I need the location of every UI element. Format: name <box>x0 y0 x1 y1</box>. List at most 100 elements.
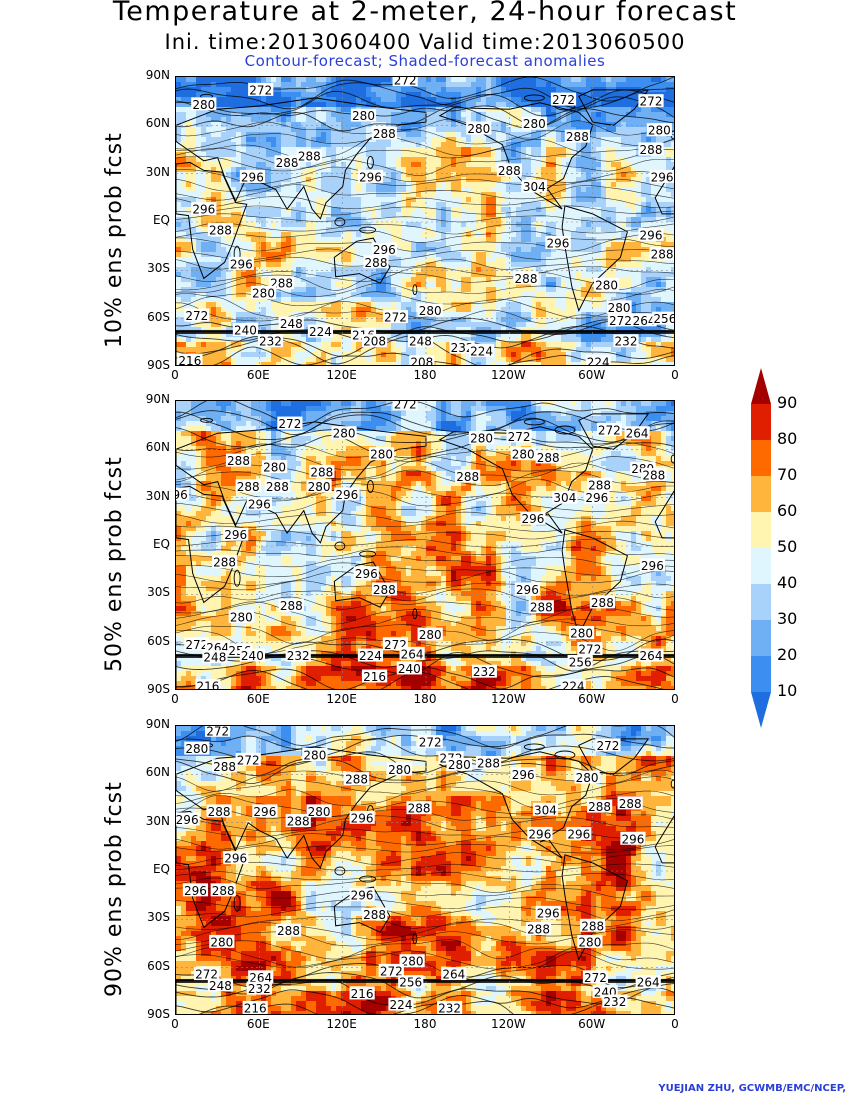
contour-label: 296 <box>639 558 665 573</box>
map-panel: 2722802722802882802802722722642882802882… <box>175 76 675 366</box>
contour-label: 280 <box>521 116 547 131</box>
colorbar-tick-label: 80 <box>777 429 798 448</box>
contour-label: 296 <box>246 497 272 512</box>
lon-tick-label: 0 <box>171 692 179 706</box>
contour-label: 272 <box>205 726 231 738</box>
lon-tick-label: 180 <box>413 1017 437 1031</box>
lon-tick-label: 60W <box>578 1017 606 1031</box>
contour-label: 288 <box>309 464 335 479</box>
credit-text: YUEJIAN ZHU, GCWMB/EMC/NCEP, <box>658 1083 846 1094</box>
contour-label: 296 <box>584 490 610 505</box>
contour-label: 280 <box>331 426 357 441</box>
contour-label: 288 <box>455 469 481 484</box>
contour-label: 288 <box>274 155 300 170</box>
contour-label: 280 <box>184 741 210 756</box>
lon-tick-label: 120E <box>326 692 357 706</box>
contour-label: 288 <box>296 148 322 163</box>
contour-label: 272 <box>550 92 577 107</box>
contour-label: 264 <box>248 970 274 985</box>
contour-label: 296 <box>239 169 265 184</box>
colorbar-scale <box>751 368 771 728</box>
contour-label: 296 <box>638 227 664 242</box>
contour-label: 272 <box>184 308 210 323</box>
lat-tick-label: 90S <box>147 682 170 696</box>
panel-label: 50% ens prob fcst <box>102 456 127 672</box>
contour-label: 280 <box>646 123 672 138</box>
contour-label: 216 <box>349 986 375 1001</box>
contour-label: 288 <box>580 918 606 933</box>
contour-label: 288 <box>371 126 397 141</box>
contour-label: 296 <box>620 831 646 846</box>
contour-label: 224 <box>585 355 611 365</box>
lon-tick-label: 120E <box>326 1017 357 1031</box>
contour-label: 264 <box>631 313 657 328</box>
contour-label: 288 <box>206 804 232 819</box>
contour-label: 224 <box>468 343 495 358</box>
colorbar-segment <box>751 584 771 620</box>
contour-label: 232 <box>613 334 639 349</box>
contour-label: 296 <box>349 810 375 825</box>
lat-lon-grid <box>176 77 674 365</box>
contour-label: 296 <box>514 582 540 597</box>
contour-label: 288 <box>285 814 311 829</box>
contour-label: 280 <box>306 479 332 494</box>
lat-tick-label: 90N <box>145 717 170 731</box>
contour-label: 296 <box>228 256 254 271</box>
contour-label: 256 <box>567 655 593 670</box>
contour-label: 288 <box>564 129 590 144</box>
contour-label: 280 <box>446 757 472 772</box>
colorbar-segment <box>751 692 771 728</box>
panel-label: 90% ens prob fcst <box>102 781 127 997</box>
lon-tick-label: 120W <box>490 1017 526 1031</box>
contour-label: 272 <box>595 738 621 753</box>
lon-tick-label: 0 <box>671 368 679 382</box>
colorbar-tick-label: 90 <box>777 393 798 412</box>
contour-label: 272 <box>577 642 603 657</box>
contour-label: 264 <box>441 967 467 982</box>
colorbar-segment <box>751 620 771 656</box>
colorbar-segment <box>751 656 771 692</box>
colorbar-tick-label: 30 <box>777 609 798 628</box>
contour-label: 272 <box>417 735 443 750</box>
contour-label: 296 <box>545 235 571 250</box>
anomaly-shading: 2722802882722802802722722802882962802722… <box>176 726 674 1014</box>
lon-tick-label: 0 <box>671 1017 679 1031</box>
contour-label: 280 <box>468 431 495 446</box>
contour-label: 232 <box>471 664 497 679</box>
contour-label: 208 <box>409 355 435 365</box>
contour-label: 296 <box>649 169 674 184</box>
contour-label: 288 <box>589 595 615 610</box>
contour-label: 264 <box>635 975 661 990</box>
contour-label: 288 <box>638 142 664 157</box>
lon-tick-label: 60W <box>578 368 606 382</box>
contour-label: 280 <box>510 447 536 462</box>
map-panel: 2722802882722802802722722802882962802722… <box>175 725 675 1015</box>
contour-label: 296 <box>357 169 384 184</box>
anomaly-shading: 2722802722802882802802722722642882802882… <box>176 77 674 365</box>
contour-label: 272 <box>582 970 609 985</box>
contour-label: 288 <box>406 801 432 816</box>
contour-label: 296 <box>334 487 360 502</box>
contour-label: 272 <box>382 310 409 325</box>
contour-label: 240 <box>239 648 265 663</box>
lat-tick-label: 30S <box>147 585 170 600</box>
contour-label: 288 <box>649 247 674 262</box>
contour-label: 232 <box>602 994 628 1009</box>
contour-label: 280 <box>368 447 395 462</box>
contour-label: 296 <box>176 812 200 827</box>
contour-label: 280 <box>606 300 632 315</box>
contour-label: 248 <box>202 650 228 665</box>
lat-tick-label: 60N <box>145 440 170 455</box>
contour-label: 216 <box>362 669 388 684</box>
lon-tick-label: 120W <box>490 368 526 382</box>
contour-label: 296 <box>371 242 397 257</box>
contour-label: 216 <box>242 1000 268 1014</box>
contour-label: 288 <box>235 479 261 494</box>
contour-label: 272 <box>184 637 210 652</box>
lat-tick-label: 60S <box>147 633 170 648</box>
colorbar-segment <box>751 512 771 548</box>
contour-label: 288 <box>343 772 370 787</box>
contour-label: 288 <box>212 759 238 774</box>
coastlines <box>176 738 674 1014</box>
contour-label: 296 <box>252 804 278 819</box>
